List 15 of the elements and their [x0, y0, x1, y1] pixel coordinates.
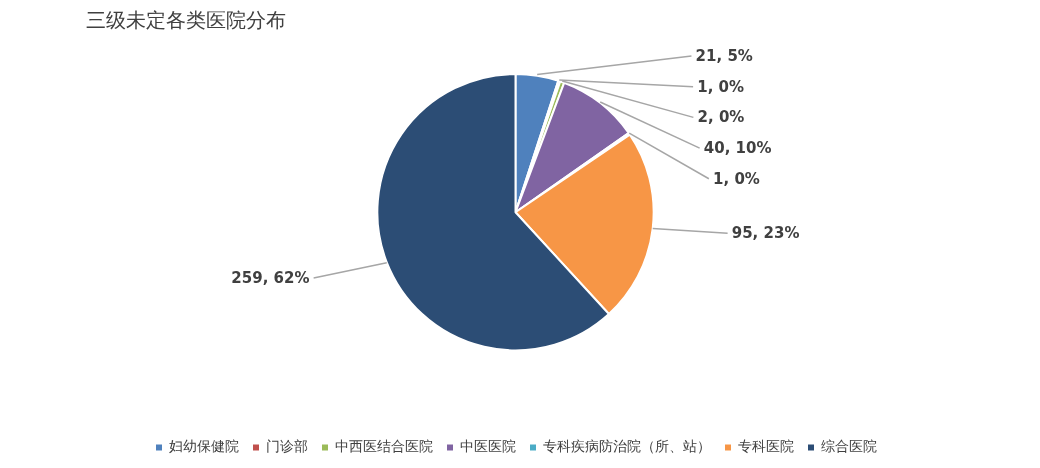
legend-label: 门诊部 [265, 438, 308, 456]
data-label: 95, 23% [731, 224, 800, 243]
data-label: 259, 62% [231, 269, 310, 287]
data-label: 2, 0% [697, 108, 745, 127]
legend-label: 中医医院 [459, 438, 516, 456]
legend-label: 综合医院 [820, 438, 877, 456]
data-label: 1, 0% [697, 77, 745, 96]
data-label: 1, 0% [713, 169, 760, 188]
data-label: 40, 10% [703, 139, 772, 158]
legend-label: 专科疾病防治院（所、站） [542, 438, 711, 456]
chart-title: 三级未定各类医院分布 [85, 7, 286, 32]
legend-label: 专科医院 [737, 438, 794, 456]
legend-label: 中西医结合医院 [334, 438, 433, 456]
data-label: 21, 5% [695, 47, 753, 66]
legend-label: 妇幼保健院 [168, 438, 239, 456]
